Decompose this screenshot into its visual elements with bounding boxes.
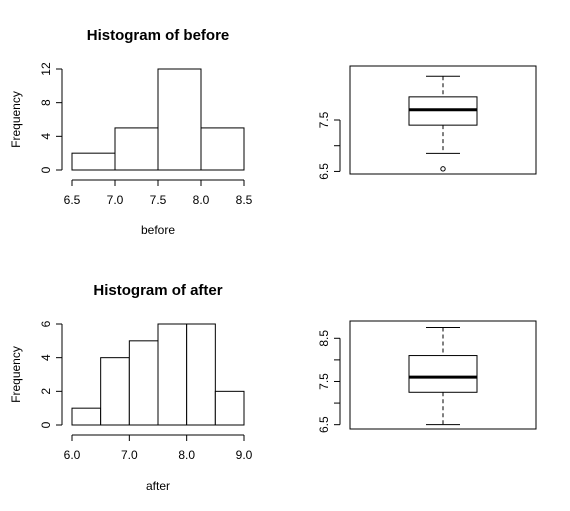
- iqr-box: [408, 355, 478, 393]
- chart-title: Histogram of after: [93, 282, 222, 299]
- y-tick-label: 4: [39, 354, 53, 361]
- y-axis-label: Frequency: [9, 346, 23, 403]
- bar: [200, 127, 245, 171]
- boxplot-1: 6.5 7.5: [317, 65, 537, 180]
- boxplot-3: 6.5 7.5 8.5: [317, 320, 537, 433]
- histogram-2: Histogram of after 6.0 7.0 8.0 9.0 after 0 2 4 6 F…: [9, 282, 252, 493]
- plot-frame: [349, 65, 537, 175]
- bar: [100, 357, 130, 426]
- histogram-0: Histogram of before 6.5 7.0 7.5 8.0 8.5 before…: [9, 27, 252, 237]
- bar: [114, 127, 159, 171]
- bar: [71, 152, 116, 171]
- bar: [157, 323, 188, 426]
- chart-title: Histogram of before: [87, 27, 230, 44]
- bar: [157, 68, 202, 171]
- y-tick-label: 12: [39, 62, 53, 76]
- x-tick-label: 6.5: [64, 193, 81, 207]
- x-tick-label: 8.0: [193, 193, 210, 207]
- outlier-point: [440, 166, 446, 172]
- bar: [214, 390, 245, 426]
- x-tick-label: 9.0: [236, 448, 253, 462]
- y-tick-label: 0: [39, 421, 53, 428]
- y-tick-label: 6.5: [317, 416, 331, 433]
- y-tick-label: 6.5: [317, 163, 331, 180]
- y-axis-label: Frequency: [9, 91, 23, 148]
- bar: [186, 323, 216, 426]
- y-tick-label: 8.5: [317, 330, 331, 347]
- y-tick-label: 8: [39, 99, 53, 106]
- x-tick-label: 8.5: [236, 193, 253, 207]
- x-axis-label: after: [146, 479, 170, 493]
- x-tick-label: 7.0: [121, 448, 138, 462]
- y-tick-label: 0: [39, 166, 53, 173]
- y-tick-label: 2: [39, 388, 53, 395]
- x-tick-label: 6.0: [64, 448, 81, 462]
- x-axis-label: before: [141, 223, 175, 237]
- x-tick-label: 8.0: [178, 448, 195, 462]
- y-tick-label: 7.5: [317, 373, 331, 390]
- bar: [128, 340, 159, 426]
- y-tick-label: 6: [39, 320, 53, 327]
- x-tick-label: 7.0: [107, 193, 124, 207]
- y-tick-label: 7.5: [317, 111, 331, 128]
- plot-frame: [349, 320, 537, 430]
- y-tick-label: 4: [39, 133, 53, 140]
- bar: [71, 407, 102, 426]
- x-tick-label: 7.5: [150, 193, 167, 207]
